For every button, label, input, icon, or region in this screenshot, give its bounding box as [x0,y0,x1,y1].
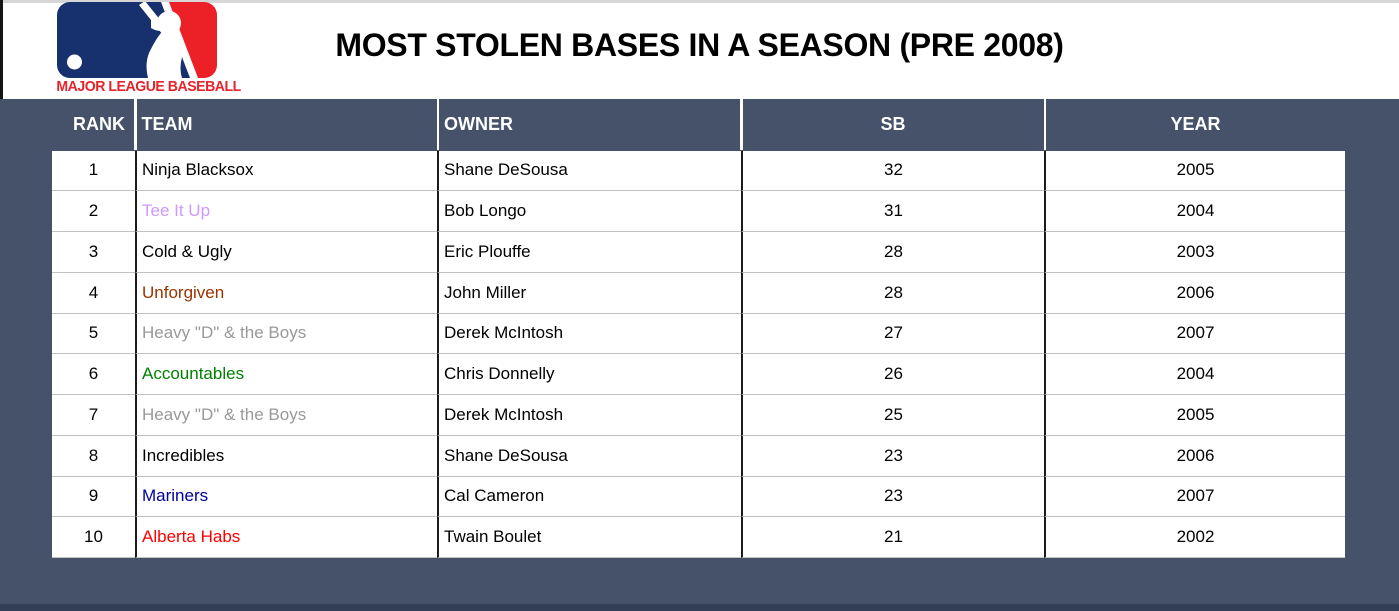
cell-rank: 1 [52,150,135,192]
header-divider [436,99,439,150]
column-header-rank: RANK [73,114,125,134]
cell-owner: Bob Longo [437,191,741,232]
cell-owner: Eric Plouffe [437,232,741,273]
cell-owner: Twain Boulet [437,517,741,558]
table-body: 1 Ninja Blacksox Shane DeSousa 32 2005 2 Tee I… [52,150,1345,558]
cell-sb: 23 [741,476,1044,518]
cell-rank: 5 [52,313,135,355]
column-header-owner: OWNER [444,114,513,134]
cell-team: Ninja Blacksox [135,150,437,192]
cell-year: 2006 [1044,435,1345,477]
cell-team: Accountables [135,354,437,395]
cell-rank: 9 [52,476,135,518]
cell-team: Cold & Ugly [135,232,437,273]
cell-team: Heavy "D" & the Boys [135,395,437,436]
table-row: 10 Alberta Habs Twain Boulet 21 2002 [52,517,1345,558]
cell-team: Unforgiven [135,272,437,314]
cell-year: 2004 [1044,354,1345,395]
cell-owner: Cal Cameron [437,476,741,518]
top-banner: MAJOR LEAGUE BASEBALL MOST STOLEN BASES … [0,0,1399,99]
table-row: 9 Mariners Cal Cameron 23 2007 [52,476,1345,518]
mlb-logo: MAJOR LEAGUE BASEBALL [56,2,241,98]
table-row: 7 Heavy "D" & the Boys Derek McIntosh 25 200… [52,395,1345,436]
cell-team: Mariners [135,476,437,518]
cell-sb: 23 [741,435,1044,477]
cell-year: 2007 [1044,313,1345,355]
cell-year: 2002 [1044,517,1345,558]
bottom-edge [0,604,1399,611]
mlb-logo-caption: MAJOR LEAGUE BASEBALL [56,78,241,95]
table-row: 8 Incredibles Shane DeSousa 23 2006 [52,435,1345,477]
table-row: 4 Unforgiven John Miller 28 2006 [52,272,1345,314]
cell-team: Incredibles [135,435,437,477]
cell-year: 2005 [1044,150,1345,192]
cell-sb: 27 [741,313,1044,355]
mlb-batter-logo-icon [57,2,217,78]
cell-team: Tee It Up [135,191,437,232]
cell-rank: 3 [52,232,135,273]
cell-owner: Shane DeSousa [437,150,741,192]
table-row: 2 Tee It Up Bob Longo 31 2004 [52,191,1345,232]
cell-owner: Derek McIntosh [437,395,741,436]
cell-sb: 28 [741,272,1044,314]
cell-rank: 8 [52,435,135,477]
cell-owner: Derek McIntosh [437,313,741,355]
column-header-sb: SB [880,114,906,134]
header-divider [740,99,743,150]
cell-year: 2003 [1044,232,1345,273]
cell-sb: 31 [741,191,1044,232]
column-header-team: TEAM [141,114,193,134]
table-row: 6 Accountables Chris Donnelly 26 2004 [52,354,1345,395]
cell-owner: Chris Donnelly [437,354,741,395]
cell-team: Heavy "D" & the Boys [135,313,437,355]
cell-rank: 6 [52,354,135,395]
cell-rank: 4 [52,272,135,314]
column-header-year: YEAR [1170,114,1221,134]
cell-rank: 10 [52,517,135,558]
cell-year: 2006 [1044,272,1345,314]
cell-year: 2004 [1044,191,1345,232]
cell-year: 2007 [1044,476,1345,518]
header-divider [1043,99,1046,150]
cell-team: Alberta Habs [135,517,437,558]
cell-sb: 21 [741,517,1044,558]
table-row: 5 Heavy "D" & the Boys Derek McIntosh 27 200… [52,313,1345,355]
cell-owner: John Miller [437,272,741,314]
cell-rank: 7 [52,395,135,436]
cell-owner: Shane DeSousa [437,435,741,477]
table-row: 3 Cold & Ugly Eric Plouffe 28 2003 [52,232,1345,273]
cell-rank: 2 [52,191,135,232]
cell-year: 2005 [1044,395,1345,436]
left-border-line [0,0,3,99]
cell-sb: 32 [741,150,1044,192]
table-header-row: RANK TEAM OWNER SB YEAR [0,99,1399,150]
cell-sb: 25 [741,395,1044,436]
cell-sb: 26 [741,354,1044,395]
table-row: 1 Ninja Blacksox Shane DeSousa 32 2005 [52,150,1345,192]
cell-sb: 28 [741,232,1044,273]
top-border-line [0,0,1399,3]
header-divider [134,99,137,150]
page-title: MOST STOLEN BASES IN A SEASON (PRE 2008) [335,27,1064,63]
